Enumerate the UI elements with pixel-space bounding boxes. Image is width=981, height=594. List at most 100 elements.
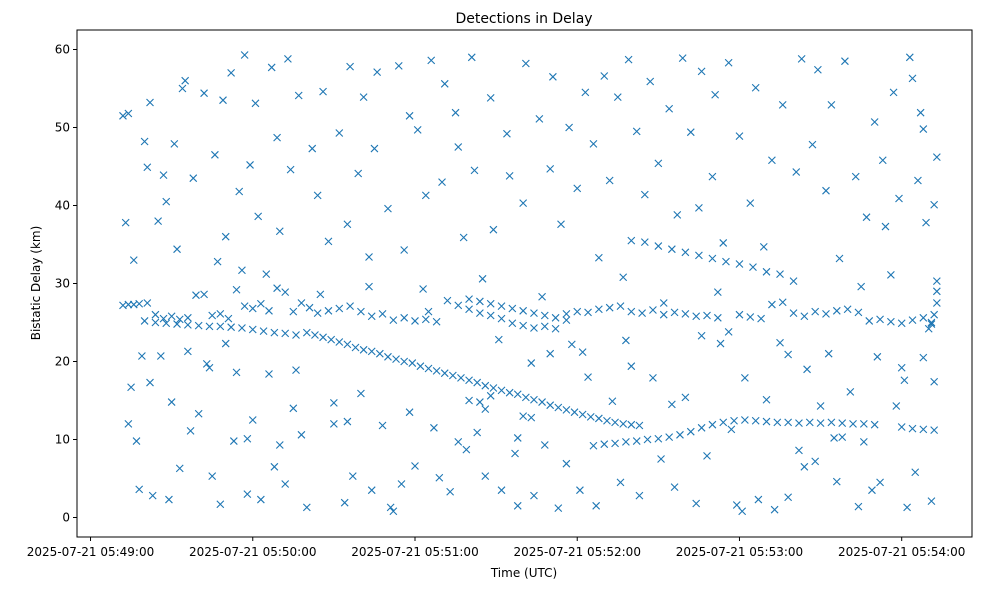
data-point (570, 408, 579, 417)
data-point (832, 306, 841, 315)
data-point (140, 317, 149, 325)
data-point (549, 72, 557, 81)
data-point (605, 176, 614, 185)
data-point (594, 414, 603, 423)
data-point (608, 397, 617, 406)
data-point (129, 256, 138, 264)
data-point (521, 59, 530, 68)
data-point (778, 100, 787, 109)
data-point (281, 288, 290, 296)
data-point (665, 104, 674, 113)
data-point (697, 67, 706, 76)
data-point (273, 284, 281, 293)
data-point (795, 419, 803, 428)
data-point (175, 315, 184, 324)
y-tick-label: 60 (55, 43, 70, 57)
data-point (440, 79, 449, 88)
data-point (359, 345, 368, 354)
data-point (489, 225, 498, 234)
data-point (186, 427, 195, 435)
data-point (762, 267, 771, 276)
data-point (659, 299, 668, 307)
data-point (503, 129, 511, 138)
data-point (143, 299, 152, 307)
data-point (159, 171, 168, 179)
data-point (194, 321, 203, 330)
data-point (735, 132, 744, 140)
data-point (546, 349, 555, 358)
data-point (905, 53, 914, 62)
data-point (519, 412, 528, 420)
data-point (465, 396, 473, 405)
data-point (146, 378, 154, 387)
data-point (221, 339, 230, 348)
data-point (378, 310, 387, 318)
data-point (822, 310, 830, 318)
data-point (421, 315, 430, 324)
data-point (357, 307, 365, 316)
data-point (919, 313, 928, 322)
data-point (746, 199, 755, 208)
data-point (643, 435, 652, 444)
data-point (346, 302, 354, 311)
data-point (227, 69, 236, 77)
data-point (527, 413, 536, 422)
data-point (497, 386, 506, 395)
data-point (413, 125, 422, 134)
data-point (430, 423, 438, 432)
data-point (478, 274, 487, 283)
data-point (148, 491, 157, 500)
x-tick-label: 2025-07-21 05:50:00 (189, 545, 316, 559)
data-point (722, 257, 730, 266)
data-point (862, 213, 871, 222)
data-point (192, 291, 200, 300)
data-point (240, 51, 249, 59)
data-point (830, 434, 838, 442)
data-point (638, 309, 647, 318)
data-point (254, 212, 263, 221)
data-point (849, 420, 857, 428)
data-point (692, 499, 701, 508)
data-point (370, 144, 379, 153)
data-point (565, 123, 574, 132)
data-point (619, 273, 628, 282)
y-tick-label: 40 (55, 199, 70, 213)
data-point (173, 245, 181, 254)
data-point (475, 398, 484, 406)
data-point (576, 486, 584, 495)
data-point (681, 393, 690, 402)
data-point (640, 238, 649, 247)
data-point (519, 199, 528, 208)
data-point (670, 483, 679, 491)
data-point (467, 53, 476, 62)
data-point (178, 84, 187, 93)
data-point (424, 364, 433, 373)
data-point (611, 439, 619, 448)
data-point (384, 352, 392, 361)
x-axis: 2025-07-21 05:49:00 2025-07-21 05:50:00 20… (27, 537, 965, 559)
data-point (919, 425, 928, 434)
data-point (635, 421, 644, 430)
data-point (375, 349, 384, 358)
data-point (229, 437, 238, 445)
data-point (438, 178, 446, 186)
data-point (165, 495, 173, 504)
data-point (730, 416, 738, 425)
data-point (519, 306, 528, 315)
data-point (727, 425, 736, 434)
data-point (530, 324, 538, 332)
data-point (451, 108, 460, 117)
data-point (930, 310, 939, 319)
data-point (622, 437, 630, 446)
data-point (876, 315, 884, 324)
data-point (235, 187, 244, 196)
data-point (686, 128, 695, 137)
data-point (605, 303, 614, 312)
data-point (216, 322, 225, 331)
data-point (724, 327, 733, 336)
data-point (367, 312, 376, 321)
data-point (649, 306, 657, 314)
data-point (265, 306, 273, 315)
data-point (897, 363, 906, 372)
data-point (138, 352, 146, 360)
